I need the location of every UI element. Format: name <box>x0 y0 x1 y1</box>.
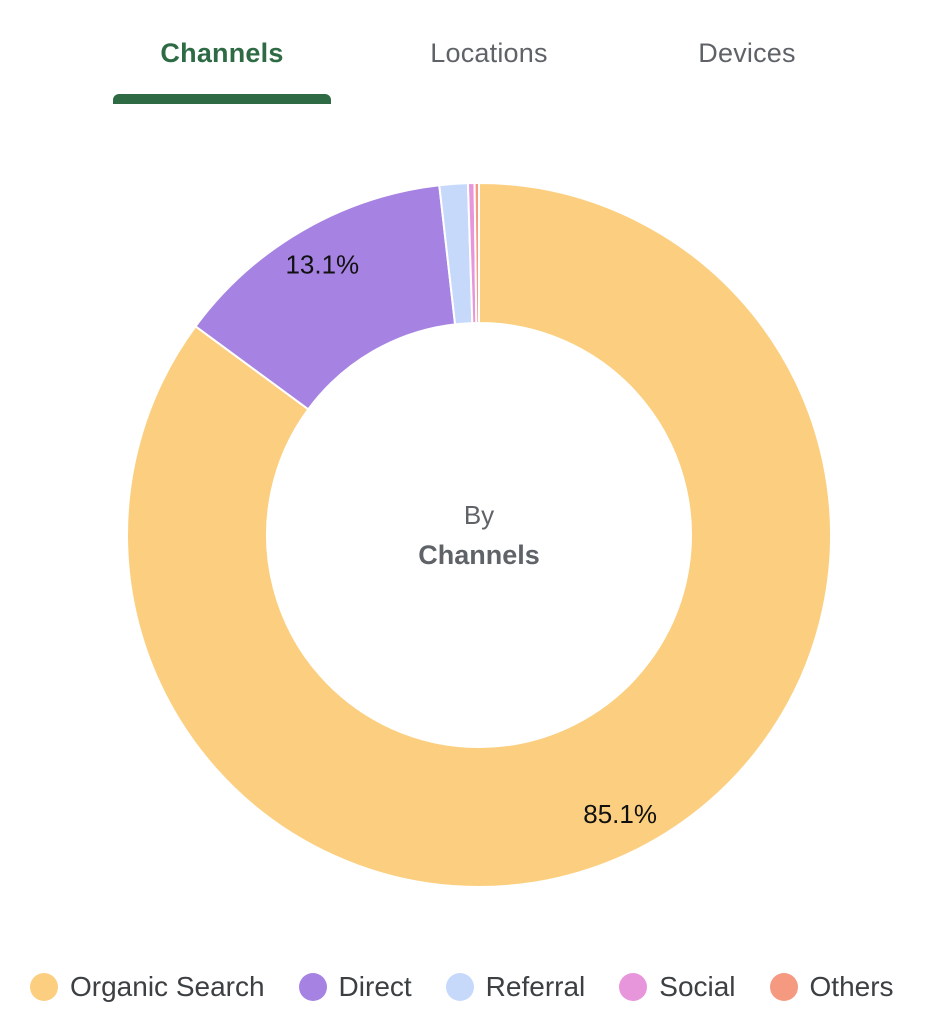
donut-chart: 85.1% 13.1% By Channels <box>126 181 832 888</box>
legend-item-referral[interactable]: Referral <box>445 971 586 1003</box>
chart-slice-labels: 85.1% 13.1% <box>285 249 657 829</box>
legend-swatch-direct <box>298 973 327 1001</box>
legend-label-organic-search: Organic Search <box>70 971 265 1002</box>
tab-locations[interactable]: Locations <box>430 38 548 68</box>
active-tab-indicator <box>113 94 331 104</box>
chart-slices <box>126 181 832 888</box>
legend-item-others[interactable]: Others <box>769 971 894 1003</box>
chart-legend: Organic Search Direct Referral Social Others <box>30 965 930 1009</box>
legend-label-others: Others <box>809 971 894 1002</box>
legend-label-direct: Direct <box>338 971 412 1002</box>
slice-label-organic-search: 85.1% <box>583 799 657 829</box>
slice-label-direct: 13.1% <box>285 249 359 279</box>
legend-label-referral: Referral <box>485 971 586 1002</box>
legend-swatch-referral <box>445 973 474 1001</box>
legend-item-direct[interactable]: Direct <box>298 971 412 1003</box>
center-label-channels: Channels <box>418 540 540 570</box>
legend-swatch-social <box>619 973 648 1001</box>
legend-swatch-others <box>769 973 798 1001</box>
tab-bar: Channels Locations Devices <box>0 0 936 110</box>
legend-swatch-organic-search <box>30 973 58 1001</box>
tab-channels[interactable]: Channels <box>160 38 284 68</box>
center-label-by: By <box>464 500 494 530</box>
slice-others[interactable] <box>473 181 480 325</box>
legend-label-social: Social <box>659 971 736 1002</box>
tab-devices[interactable]: Devices <box>698 38 796 68</box>
slice-organic-search[interactable] <box>126 181 832 888</box>
legend-item-social[interactable]: Social <box>619 971 736 1003</box>
legend-item-organic-search[interactable]: Organic Search <box>30 971 265 1003</box>
